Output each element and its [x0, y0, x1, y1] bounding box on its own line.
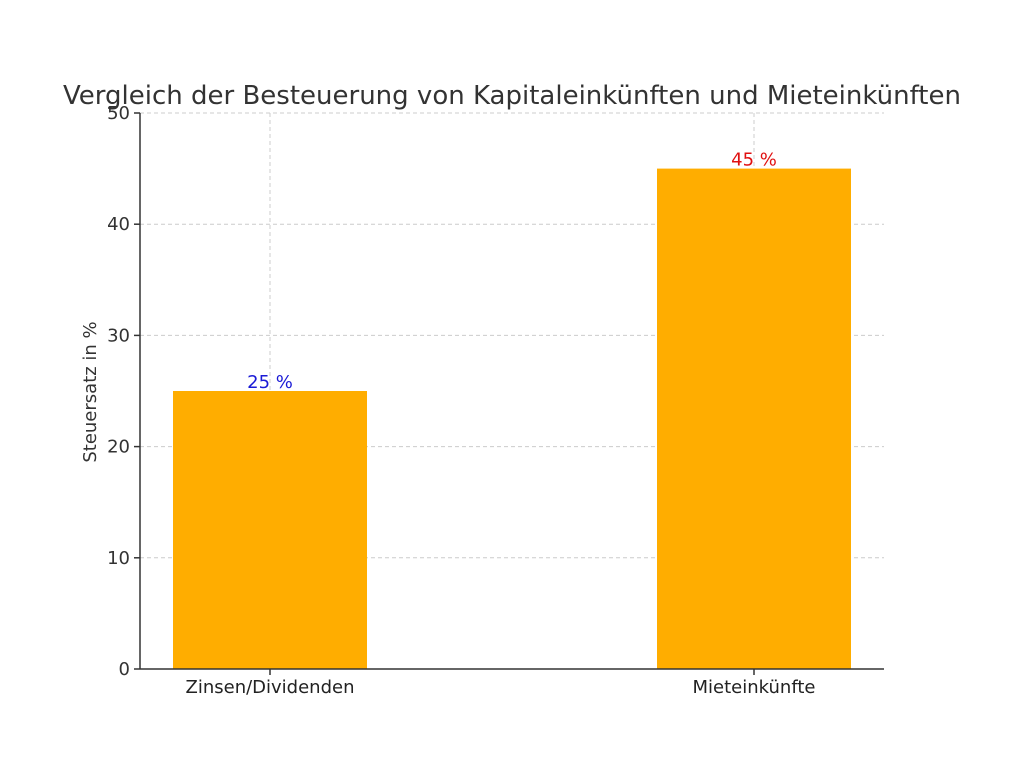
chart-title: Vergleich der Besteuerung von Kapitalein…: [63, 81, 961, 111]
data-labels: 25 % 45 %: [247, 150, 777, 393]
x-ticks: Zinsen/Dividenden Mieteinkünfte: [186, 669, 816, 698]
y-tick-label: 0: [119, 659, 130, 680]
axes: [139, 113, 884, 670]
bar-1: [173, 391, 367, 669]
y-tick-label: 30: [107, 325, 130, 346]
bar-2: [657, 168, 851, 669]
y-axis-label: Steuersatz in %: [80, 321, 101, 462]
y-tick-label: 20: [107, 437, 130, 458]
y-tick-label: 10: [107, 548, 130, 569]
y-ticks: 0 10 20 30 40 50: [107, 103, 140, 680]
y-tick-label: 50: [107, 103, 130, 124]
bars: [173, 168, 851, 669]
x-tick-label: Mieteinkünfte: [693, 677, 816, 698]
data-label-1: 25 %: [247, 372, 293, 393]
x-tick-label: Zinsen/Dividenden: [186, 677, 355, 698]
data-label-2: 45 %: [731, 150, 777, 171]
y-tick-label: 40: [107, 214, 130, 235]
